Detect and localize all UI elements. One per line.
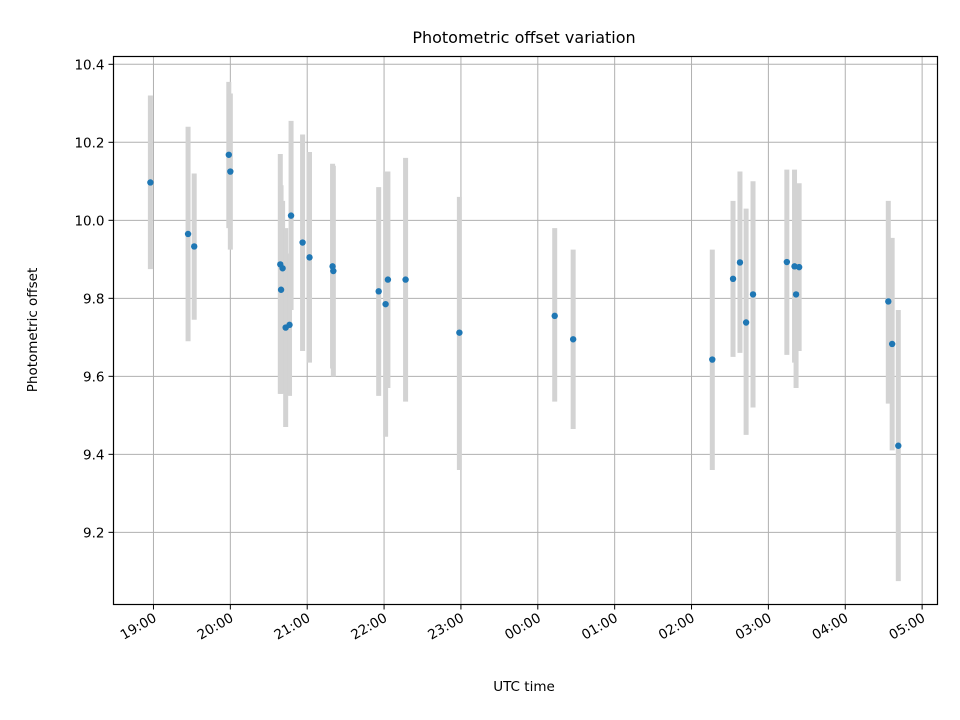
y-tick-label: 9.8: [83, 291, 104, 307]
data-point: [286, 321, 293, 329]
data-point: [306, 254, 313, 261]
data-point: [729, 275, 737, 283]
data-point: [895, 442, 902, 449]
data-point: [382, 300, 389, 308]
data-point: [783, 258, 791, 266]
y-axis-label: Photometric offset: [25, 268, 41, 392]
y-tick-label: 10.2: [74, 135, 104, 151]
data-point: [792, 291, 800, 298]
chart-title: Photometric offset variation: [412, 28, 635, 47]
x-tick-label: 03:00: [733, 610, 775, 643]
grid-lines: [113, 56, 938, 605]
data-points: [147, 151, 902, 449]
x-tick-label: 21:00: [272, 610, 314, 643]
data-point: [709, 356, 716, 363]
x-tick-label: 23:00: [425, 610, 467, 643]
y-tick-label: 9.4: [83, 447, 104, 463]
data-point: [287, 212, 295, 219]
data-point: [299, 239, 306, 246]
plot-frame: [112, 55, 939, 606]
x-tick-label: 19:00: [118, 610, 160, 643]
data-point: [191, 243, 198, 250]
x-tick-label: 02:00: [656, 610, 698, 643]
data-point: [736, 259, 744, 266]
data-point: [184, 230, 192, 238]
data-point: [147, 179, 154, 186]
x-axis-ticks: 19:00 20:00 21:00 22:00 23:00 00:00 01:00 02:00…: [118, 604, 928, 643]
x-tick-label: 20:00: [195, 610, 237, 643]
data-point: [227, 168, 234, 175]
x-tick-label: 05:00: [886, 610, 928, 643]
data-point: [742, 319, 750, 326]
x-tick-label: 01:00: [579, 610, 621, 643]
y-tick-label: 9.6: [83, 369, 104, 385]
data-point: [330, 267, 337, 275]
data-point: [551, 312, 558, 320]
y-tick-label: 10.4: [74, 57, 104, 73]
data-point: [749, 291, 757, 298]
data-point: [277, 286, 285, 293]
y-tick-label: 10.0: [74, 213, 104, 229]
data-point: [279, 265, 286, 272]
data-point: [384, 276, 392, 283]
x-tick-label: 00:00: [502, 610, 544, 643]
data-point: [456, 329, 463, 336]
y-axis-ticks: 9.2 9.4 9.6 9.8 10.0 10.2 10.4: [74, 57, 114, 541]
data-point: [225, 151, 232, 158]
x-tick-label: 22:00: [348, 610, 390, 643]
y-tick-label: 9.2: [83, 525, 104, 541]
data-point: [569, 336, 577, 343]
x-axis-label: UTC time: [493, 679, 555, 695]
data-point: [888, 340, 896, 348]
data-point: [885, 298, 892, 305]
data-point: [375, 288, 382, 295]
x-tick-label: 04:00: [810, 610, 852, 643]
error-bars: [147, 81, 901, 582]
data-point: [402, 276, 409, 283]
data-point: [795, 263, 803, 271]
